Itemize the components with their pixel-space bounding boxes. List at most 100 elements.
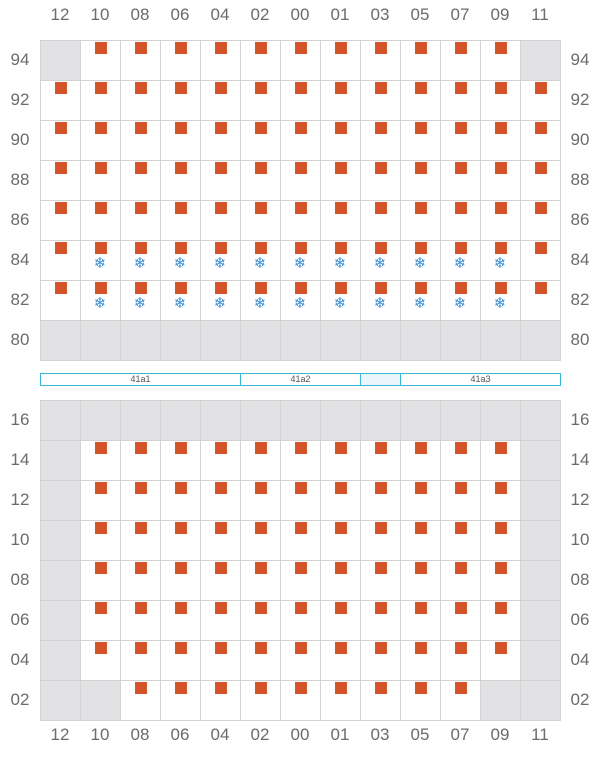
square-marker-icon <box>295 162 307 174</box>
lower-slot <box>520 680 561 721</box>
snowflake-icon: ❄ <box>133 254 147 272</box>
square-marker-icon <box>135 682 147 694</box>
snowflake-icon: ❄ <box>213 294 227 312</box>
lower-row-label-right: 14 <box>570 450 590 469</box>
square-marker-icon <box>455 82 467 94</box>
lower-slot <box>520 480 561 521</box>
square-marker-icon <box>215 82 227 94</box>
lower-slot <box>320 400 361 441</box>
square-marker-icon <box>295 642 307 654</box>
square-marker-icon <box>255 482 267 494</box>
snowflake-icon: ❄ <box>93 254 107 272</box>
upper-slot[interactable] <box>120 200 161 241</box>
square-marker-icon <box>175 442 187 454</box>
lower-slot[interactable] <box>320 640 361 681</box>
square-marker-icon <box>375 82 387 94</box>
zone-strip-segment[interactable]: 41a1 <box>41 374 241 385</box>
square-marker-icon <box>535 162 547 174</box>
square-marker-icon <box>375 242 387 254</box>
lower-slot[interactable] <box>160 560 201 601</box>
snowflake-icon: ❄ <box>253 294 267 312</box>
square-marker-icon <box>255 682 267 694</box>
zone-strip-segment[interactable]: 41a2 <box>241 374 361 385</box>
lower-slot <box>280 400 321 441</box>
square-marker-icon <box>335 682 347 694</box>
square-marker-icon <box>455 522 467 534</box>
lower-slot <box>520 400 561 441</box>
square-marker-icon <box>335 602 347 614</box>
upper-slot <box>200 320 241 361</box>
square-marker-icon <box>375 562 387 574</box>
upper-row-label-right: 88 <box>570 170 590 189</box>
square-marker-icon <box>535 202 547 214</box>
square-marker-icon <box>415 82 427 94</box>
upper-row-label-right: 90 <box>570 130 590 149</box>
square-marker-icon <box>535 242 547 254</box>
lower-slot[interactable] <box>280 560 321 601</box>
square-marker-icon <box>295 682 307 694</box>
zone-strip-segment[interactable]: 41a3 <box>470 374 491 384</box>
square-marker-icon <box>415 202 427 214</box>
bottom-column-label: 07 <box>450 725 470 744</box>
lower-slot <box>80 400 121 441</box>
square-marker-icon <box>375 642 387 654</box>
lower-slot <box>40 440 81 481</box>
square-marker-icon <box>55 282 67 294</box>
square-marker-icon <box>495 442 507 454</box>
square-marker-icon <box>295 562 307 574</box>
bottom-column-label: 01 <box>330 725 350 744</box>
lower-slot <box>40 600 81 641</box>
square-marker-icon <box>55 162 67 174</box>
lower-row-label-right: 06 <box>570 610 590 629</box>
zone-strip-segment[interactable] <box>361 374 401 385</box>
square-marker-icon <box>295 282 307 294</box>
square-marker-icon <box>95 642 107 654</box>
square-marker-icon <box>415 602 427 614</box>
upper-slot[interactable] <box>320 240 361 281</box>
upper-slot <box>400 320 441 361</box>
square-marker-icon <box>135 522 147 534</box>
upper-row-label-left: 92 <box>10 90 30 109</box>
bottom-column-label: 06 <box>170 725 190 744</box>
snowflake-icon: ❄ <box>493 254 507 272</box>
upper-slot <box>120 320 161 361</box>
lower-slot <box>40 560 81 601</box>
top-column-label: 09 <box>490 5 510 24</box>
upper-row-label-right: 92 <box>570 90 590 109</box>
square-marker-icon <box>495 82 507 94</box>
square-marker-icon <box>415 562 427 574</box>
upper-row-label-right: 94 <box>570 50 590 69</box>
square-marker-icon <box>255 442 267 454</box>
square-marker-icon <box>375 522 387 534</box>
square-marker-icon <box>215 562 227 574</box>
square-marker-icon <box>215 162 227 174</box>
square-marker-icon <box>335 562 347 574</box>
bottom-column-label: 09 <box>490 725 510 744</box>
bottom-column-label: 00 <box>290 725 310 744</box>
snowflake-icon: ❄ <box>333 254 347 272</box>
square-marker-icon <box>55 122 67 134</box>
square-marker-icon <box>215 642 227 654</box>
square-marker-icon <box>415 282 427 294</box>
square-marker-icon <box>295 42 307 54</box>
lower-row-label-left: 02 <box>10 690 30 709</box>
upper-slot[interactable] <box>520 240 561 281</box>
lower-row-label-right: 04 <box>570 650 590 669</box>
square-marker-icon <box>495 642 507 654</box>
top-column-label: 07 <box>450 5 470 24</box>
square-marker-icon <box>215 42 227 54</box>
lower-row-label-right: 12 <box>570 490 590 509</box>
lower-row-label-right: 02 <box>570 690 590 709</box>
square-marker-icon <box>95 442 107 454</box>
upper-row-label-right: 84 <box>570 250 590 269</box>
square-marker-icon <box>95 522 107 534</box>
square-marker-icon <box>135 442 147 454</box>
top-column-label: 03 <box>370 5 390 24</box>
square-marker-icon <box>415 162 427 174</box>
lower-slot <box>40 520 81 561</box>
square-marker-icon <box>495 42 507 54</box>
bottom-column-label: 11 <box>531 725 549 744</box>
square-marker-icon <box>135 602 147 614</box>
upper-row-label-left: 86 <box>10 210 30 229</box>
square-marker-icon <box>255 42 267 54</box>
